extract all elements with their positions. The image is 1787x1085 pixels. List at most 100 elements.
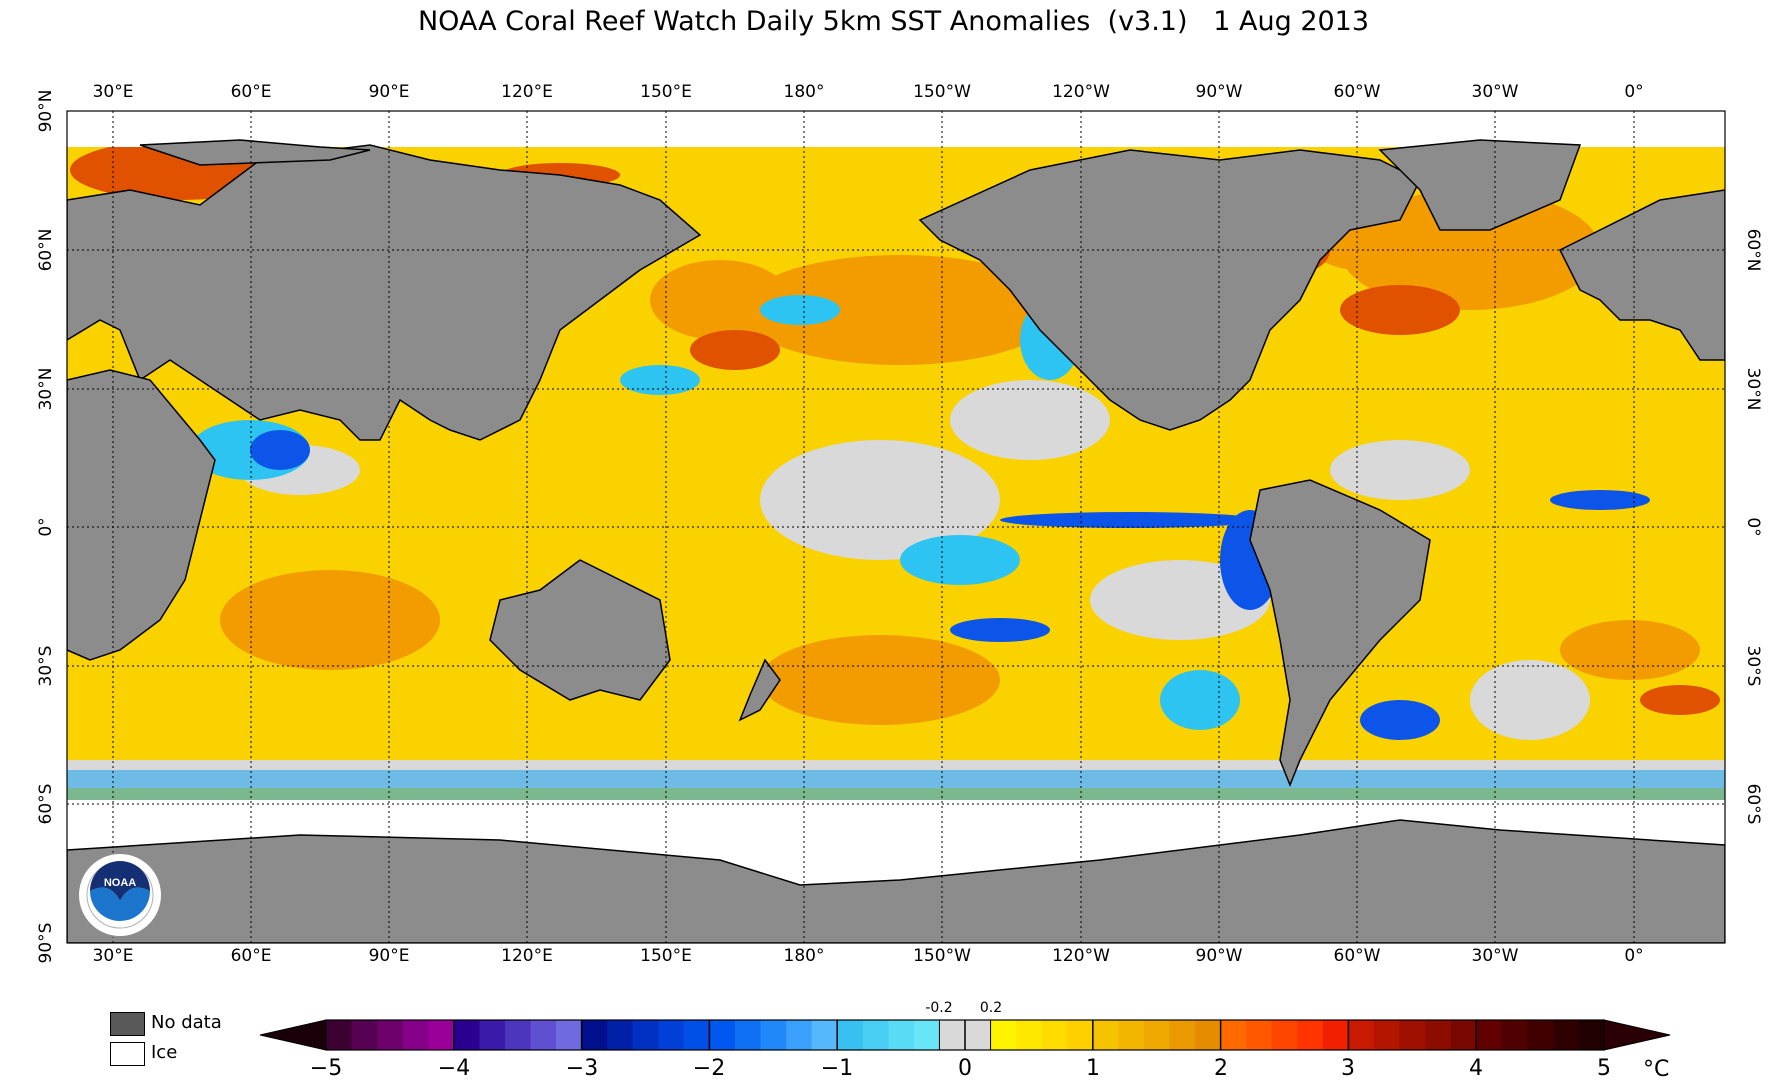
colorbar-cell: [1578, 1020, 1605, 1050]
colorbar-cell: [402, 1020, 429, 1050]
lon-label: 120°W: [1052, 946, 1110, 966]
lon-label: 90°E: [368, 82, 410, 102]
landmasses: [67, 139, 1725, 943]
colorbar-cell: [556, 1020, 583, 1050]
lat-label: 30°N: [1743, 367, 1763, 411]
colorbar: [259, 1019, 1671, 1051]
colorbar-tick: −1: [820, 1056, 854, 1081]
ice-label: Ice: [151, 1042, 178, 1063]
lon-label: 120°W: [1052, 82, 1110, 102]
colorbar-cell: [479, 1020, 506, 1050]
southern-ocean-cool-band: [67, 770, 1725, 805]
colorbar-cell: [1527, 1020, 1554, 1050]
colorbar-cell: [760, 1020, 787, 1050]
ice-swatch: [110, 1042, 145, 1066]
colorbar-unit: °C: [1643, 1057, 1670, 1082]
colorbar-small-tick: 0.2: [979, 1000, 1003, 1016]
lat-label: 0°: [36, 517, 56, 537]
lat-label: 0°: [1743, 517, 1763, 537]
lat-label: 30°S: [36, 645, 56, 687]
map-title: NOAA Coral Reef Watch Daily 5km SST Anom…: [417, 6, 1370, 37]
lon-label: 120°E: [501, 82, 553, 102]
lon-label: 120°E: [501, 946, 553, 966]
lon-label: 90°W: [1195, 82, 1243, 102]
lon-label: 90°E: [368, 946, 410, 966]
lon-label: 60°W: [1333, 946, 1381, 966]
lat-label: 30°N: [36, 367, 56, 411]
colorbar-cell: [326, 1020, 353, 1050]
lat-label: 90°S: [36, 922, 56, 964]
graticule: [67, 111, 1725, 943]
colorbar-cell: [1399, 1020, 1426, 1050]
noaa-logo: NOAA: [77, 852, 163, 938]
colorbar-tick: −3: [565, 1056, 599, 1081]
colorbar-cell: [786, 1020, 813, 1050]
map-frame: [66, 110, 1726, 944]
colorbar-cell: [709, 1020, 736, 1050]
lon-label: 90°W: [1195, 946, 1243, 966]
colorbar-cell: [453, 1020, 480, 1050]
colorbar-cell: [990, 1020, 1017, 1050]
colorbar-tick: 4: [1469, 1056, 1483, 1081]
colorbar-cell: [428, 1020, 455, 1050]
colorbar-cell: [658, 1020, 685, 1050]
no-data-label: No data: [151, 1012, 222, 1033]
noaa-logo-text: NOAA: [104, 877, 136, 889]
colorbar-cell: [1373, 1020, 1401, 1050]
colorbar-cell: [632, 1020, 659, 1050]
colorbar-tick: 5: [1597, 1056, 1611, 1081]
colorbar-cell: [862, 1020, 889, 1050]
colorbar-cell: [1143, 1020, 1170, 1050]
colorbar-cell: [1195, 1020, 1222, 1050]
colorbar-cell: [1271, 1020, 1298, 1050]
colorbar-cell: [1092, 1020, 1119, 1050]
colorbar-tick: 2: [1214, 1056, 1228, 1081]
colorbar-cell: [504, 1020, 531, 1050]
colorbar-tick: 1: [1086, 1056, 1100, 1081]
lon-label: 180°: [783, 946, 825, 966]
lat-label: 30°S: [1743, 645, 1763, 687]
colorbar-cell: [581, 1020, 608, 1050]
colorbar-cell: [1297, 1020, 1324, 1050]
colorbar-tick: −5: [309, 1056, 343, 1081]
lon-label: 60°E: [230, 946, 272, 966]
lat-label: 90°N: [36, 89, 56, 133]
colorbar-cell: [1016, 1020, 1043, 1050]
colorbar-cell: [683, 1020, 710, 1050]
lon-label: 150°E: [640, 82, 692, 102]
colorbar-cell: [1425, 1020, 1452, 1050]
colorbar-cell: [1322, 1020, 1349, 1050]
lat-label: 60°S: [1743, 783, 1763, 825]
colorbar-cell: [1118, 1020, 1145, 1050]
colorbar-small-tick: -0.2: [925, 1000, 953, 1016]
colorbar-tick: 3: [1341, 1056, 1355, 1081]
lon-label: 30°E: [92, 82, 134, 102]
colorbar-cell: [607, 1020, 634, 1050]
colorbar-cell: [1067, 1020, 1094, 1050]
colorbar-cell: [1041, 1020, 1068, 1050]
lon-label: 0°: [1624, 82, 1644, 102]
colorbar-cell: [1169, 1020, 1196, 1050]
colorbar-cell: [1501, 1020, 1528, 1050]
arctic-ice: [67, 111, 1725, 147]
lat-label: 60°N: [1743, 228, 1763, 272]
lon-label: 30°E: [92, 946, 134, 966]
colorbar-cell: [888, 1020, 915, 1050]
lon-label: 60°E: [230, 82, 272, 102]
colorbar-cell: [837, 1020, 864, 1050]
colorbar-cell: [377, 1020, 404, 1050]
colorbar-tick: 0: [958, 1056, 972, 1081]
lon-label: 150°W: [913, 946, 971, 966]
colorbar-cell: [811, 1020, 838, 1050]
colorbar-tick: −4: [437, 1056, 471, 1081]
colorbar-cell: [1552, 1020, 1579, 1050]
no-data-swatch: [110, 1012, 145, 1036]
colorbar-cell: [1450, 1020, 1477, 1050]
colorbar-cell: [1476, 1020, 1503, 1050]
lon-label: 0°: [1624, 946, 1644, 966]
colorbar-tick: −2: [692, 1056, 726, 1081]
colorbar-cell: [530, 1020, 557, 1050]
lon-label: 180°: [783, 82, 825, 102]
lat-label: 60°N: [36, 228, 56, 272]
